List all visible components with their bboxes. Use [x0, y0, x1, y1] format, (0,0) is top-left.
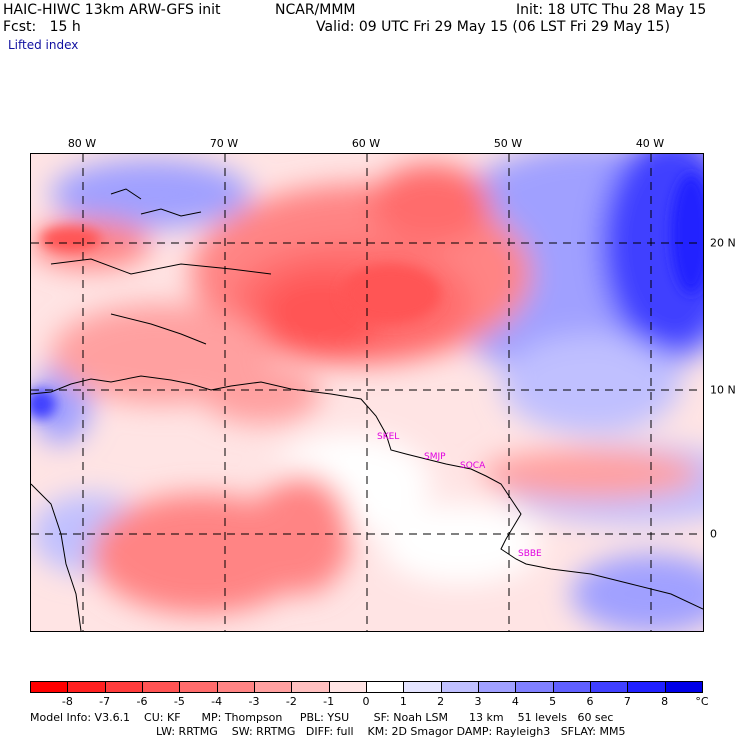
colorbar-segment	[627, 681, 666, 693]
forecast-hour: Fcst: 15 h	[3, 19, 81, 35]
colorbar-segment	[328, 681, 367, 693]
colorbar-segment	[291, 681, 330, 693]
station-label: SBBE	[518, 549, 542, 559]
colorbar-tick-label: -5	[173, 695, 185, 708]
colorbar-segment	[142, 681, 181, 693]
colorbar-segment	[30, 681, 69, 693]
colorbar-tick-label: -7	[99, 695, 111, 708]
lon-label-80w: 80 W	[67, 137, 97, 150]
lon-label-60w: 60 W	[351, 137, 381, 150]
colorbar-tick-label: 2	[437, 695, 445, 708]
colorbar-tick-label: 8	[661, 695, 669, 708]
colorbar-segment	[254, 681, 293, 693]
lifted-index-map	[30, 153, 704, 632]
colorbar-segment	[590, 681, 629, 693]
colorbar-segment	[440, 681, 479, 693]
colorbar-segment	[104, 681, 143, 693]
colorbar-segment	[67, 681, 106, 693]
colorbar-segment	[216, 681, 255, 693]
station-label: SOCA	[460, 461, 486, 471]
colorbar-segment	[478, 681, 517, 693]
lon-label-70w: 70 W	[209, 137, 239, 150]
colorbar-segment	[403, 681, 442, 693]
colorbar-tick-label: 6	[586, 695, 594, 708]
org-label: NCAR/MMM	[275, 2, 356, 18]
colorbar-tick-label: 5	[549, 695, 557, 708]
colorbar-segment	[515, 681, 554, 693]
colorbar-tick-label: -4	[211, 695, 223, 708]
colorbar-tick-label: -2	[285, 695, 297, 708]
lon-label-40w: 40 W	[635, 137, 665, 150]
colorbar-segment	[179, 681, 218, 693]
colorbar-tick-label: -6	[136, 695, 148, 708]
colorbar-tick-label: -8	[61, 695, 73, 708]
model-info-line2: LW: RRTMG SW: RRTMG DIFF: full KM: 2D Sm…	[156, 725, 626, 738]
valid-time: Valid: 09 UTC Fri 29 May 15 (06 LST Fri …	[316, 19, 670, 35]
colorbar-tick-label: 0	[362, 695, 370, 708]
colorbar-tick-label: 3	[474, 695, 482, 708]
lat-label-20n: 20 N	[710, 236, 736, 250]
lon-label-50w: 50 W	[493, 137, 523, 150]
colorbar-segment	[552, 681, 591, 693]
model-info-line1: Model Info: V3.6.1 CU: KF MP: Thompson P…	[30, 711, 614, 724]
colorbar-segment	[664, 681, 703, 693]
colorbar-segment	[366, 681, 405, 693]
colorbar-tick-label: 4	[511, 695, 519, 708]
model-title: HAIC-HIWC 13km ARW-GFS init	[3, 2, 221, 18]
colorbar-tick-label: 7	[623, 695, 631, 708]
colorbar-tick-label: -3	[248, 695, 260, 708]
colorbar-tick-label: 1	[399, 695, 407, 708]
colorbar-tick-label: -1	[323, 695, 335, 708]
station-label: SKEL	[377, 432, 400, 442]
colorbar-unit: °C	[695, 695, 709, 708]
init-time: Init: 18 UTC Thu 28 May 15	[516, 2, 707, 18]
lat-label-10n: 10 N	[710, 383, 736, 397]
station-label: SMJP	[424, 452, 446, 462]
field-name: Lifted index	[8, 38, 79, 52]
lat-label-0: 0	[710, 527, 717, 541]
